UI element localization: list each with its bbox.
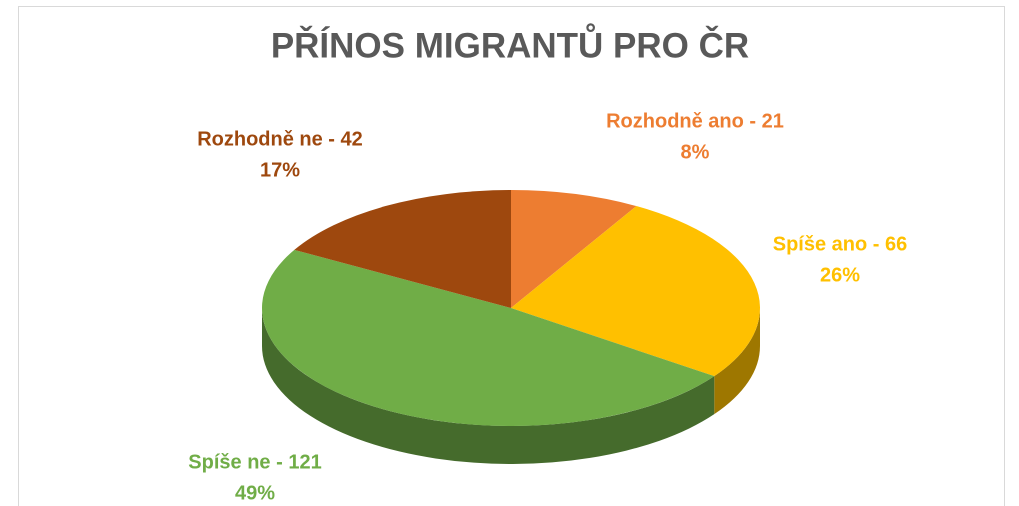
slice-side — [714, 308, 760, 415]
slice — [511, 190, 637, 308]
percent-label: 8% — [681, 141, 710, 163]
slice — [294, 190, 511, 308]
slice-side — [262, 308, 715, 464]
slice — [511, 206, 760, 377]
data-label: Rozhodně ne - 42 — [197, 128, 363, 150]
percent-label: 17% — [260, 159, 300, 181]
percent-label: 26% — [820, 264, 860, 286]
chart-title: PŘÍNOS MIGRANTŮ PRO ČR — [271, 22, 749, 65]
percent-label: 49% — [235, 482, 275, 504]
data-label: Rozhodně ano - 21 — [606, 110, 784, 132]
slice — [262, 249, 715, 426]
chart-frame — [18, 6, 1005, 506]
data-label: Spíše ne - 121 — [188, 451, 321, 473]
data-label: Spíše ano - 66 — [773, 233, 908, 255]
